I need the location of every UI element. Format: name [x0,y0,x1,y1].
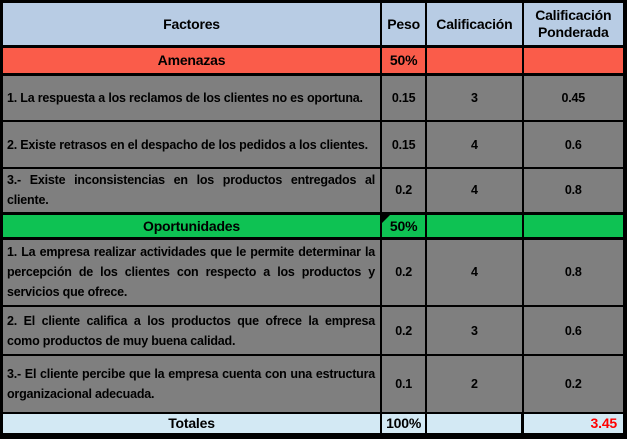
factor-row: 3.- Existe inconsistencias en los produc… [0,166,627,215]
section-row-amenazas: Amenazas 50% [0,45,627,76]
section-label-oportunidades: Oportunidades [0,211,383,240]
empty-cell [425,211,524,240]
peso-cell: 0.1 [380,354,428,414]
calificacion-cell: 3 [425,73,524,123]
empty-cell [521,211,627,240]
ponderada-cell: 0.2 [521,354,627,414]
section-row-oportunidades: Oportunidades 50% [0,211,627,240]
factor-cell: 3.- El cliente percibe que la empresa cu… [0,354,383,414]
section-weight-amenazas: 50% [380,45,428,76]
calificacion-cell: 2 [425,354,524,414]
section-label-amenazas: Amenazas [0,45,383,76]
totals-ponderada-value: 3.45 [521,411,627,438]
factor-row: 2. Existe retrasos en el despacho de los… [0,120,627,169]
totals-peso: 100% [380,411,428,438]
totals-row: Totales 100% 3.45 [0,411,627,438]
empty-cell [521,45,627,76]
calificacion-cell: 3 [425,304,524,357]
calificacion-cell: 4 [425,120,524,169]
factor-row: 1. La respuesta a los reclamos de los cl… [0,73,627,123]
factor-cell: 1. La respuesta a los reclamos de los cl… [0,73,383,123]
col-header-calificacion-ponderada: Calificación Ponderada [521,0,627,49]
ponderada-cell: 0.6 [521,304,627,357]
peso-cell: 0.15 [380,120,428,169]
ponderada-cell: 0.8 [521,166,627,215]
ponderada-cell: 0.6 [521,120,627,169]
calificacion-cell: 4 [425,237,524,307]
table-header-row: Factores Peso Calificación Calificación … [0,0,627,49]
factor-cell: 2. El cliente califica a los productos q… [0,304,383,357]
ponderada-cell: 0.45 [521,73,627,123]
peso-cell: 0.2 [380,304,428,357]
factor-row: 1. La empresa realizar actividades que l… [0,237,627,307]
totals-label: Totales [0,411,383,438]
factor-row: 3.- El cliente percibe que la empresa cu… [0,354,627,414]
factor-cell: 1. La empresa realizar actividades que l… [0,237,383,307]
peso-cell: 0.2 [380,237,428,307]
factor-cell: 2. Existe retrasos en el despacho de los… [0,120,383,169]
corner-marker-triangle [383,216,391,223]
section-weight-value: 50% [389,217,418,234]
section-weight-oportunidades: 50% [380,211,428,240]
empty-cell [425,411,524,438]
calificacion-cell: 4 [425,166,524,215]
peso-cell: 0.2 [380,166,428,215]
factor-cell: 3.- Existe inconsistencias en los produc… [0,166,383,215]
peso-cell: 0.15 [380,73,428,123]
col-header-factores: Factores [0,0,383,49]
factor-row: 2. El cliente califica a los productos q… [0,304,627,357]
col-header-peso: Peso [380,0,428,49]
ponderada-cell: 0.8 [521,237,627,307]
empty-cell [425,45,524,76]
col-header-calificacion: Calificación [425,0,524,49]
